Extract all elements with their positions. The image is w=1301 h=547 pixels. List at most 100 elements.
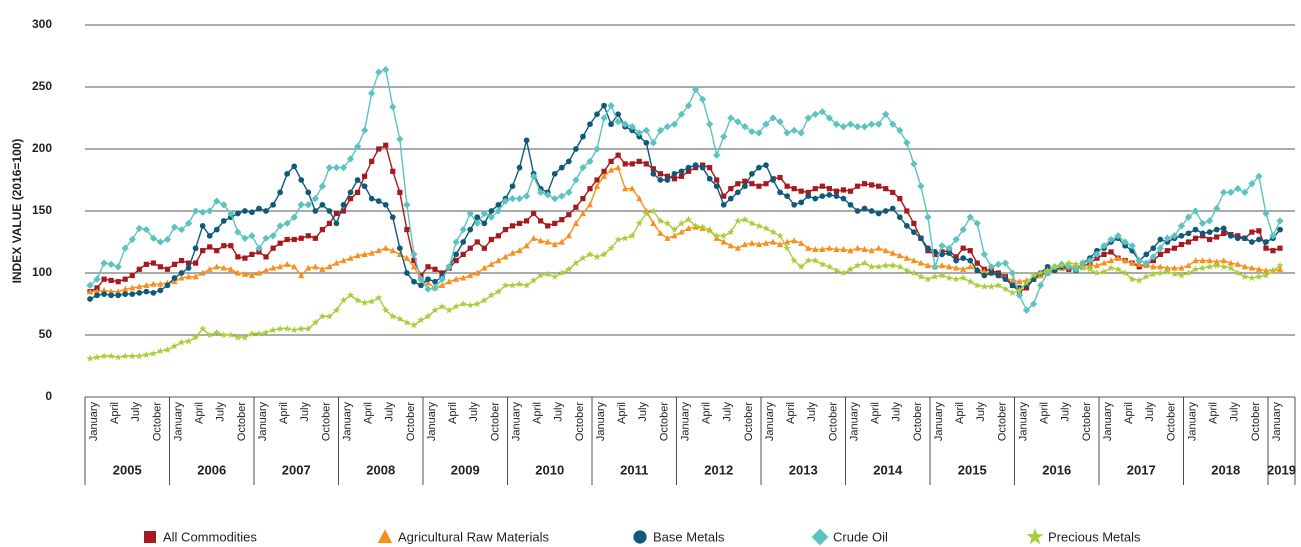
- data-point: [537, 237, 544, 244]
- data-point: [1009, 277, 1016, 284]
- data-point: [812, 186, 818, 192]
- data-point: [741, 241, 748, 248]
- data-point: [115, 279, 121, 285]
- data-point: [819, 193, 826, 199]
- data-point: [791, 186, 797, 192]
- data-point: [467, 272, 474, 279]
- data-point: [382, 66, 390, 74]
- data-point: [924, 262, 932, 269]
- data-point: [1015, 286, 1024, 294]
- series-line: [89, 68, 1281, 312]
- data-point: [277, 189, 283, 196]
- data-point: [1241, 272, 1249, 280]
- data-point: [530, 234, 537, 241]
- data-point: [558, 238, 565, 245]
- data-point: [234, 333, 242, 341]
- data-point: [770, 177, 776, 183]
- data-point: [459, 300, 467, 308]
- data-point: [925, 245, 931, 252]
- data-point: [1269, 266, 1277, 274]
- data-point: [636, 133, 643, 140]
- data-point: [1276, 265, 1284, 272]
- data-point: [762, 224, 770, 232]
- data-point: [1234, 185, 1242, 193]
- data-point: [157, 264, 164, 270]
- data-point: [191, 333, 200, 341]
- data-point: [234, 228, 242, 236]
- data-point: [480, 296, 489, 304]
- data-point: [248, 272, 256, 279]
- data-point: [135, 352, 143, 360]
- data-point: [628, 123, 636, 131]
- data-point: [642, 126, 650, 135]
- data-point: [748, 239, 756, 246]
- data-point: [650, 170, 657, 177]
- data-point: [1008, 269, 1017, 277]
- data-point: [305, 264, 312, 271]
- data-point: [122, 276, 128, 282]
- data-point: [390, 168, 396, 174]
- data-point: [192, 273, 199, 280]
- data-point: [889, 249, 896, 256]
- data-point: [495, 233, 502, 239]
- data-point: [1150, 258, 1156, 264]
- data-point: [439, 270, 445, 276]
- data-point: [100, 259, 108, 267]
- data-point: [136, 283, 143, 290]
- data-point: [558, 164, 565, 171]
- data-point: [488, 236, 494, 243]
- data-point: [460, 274, 467, 281]
- data-point: [910, 269, 918, 277]
- x-tick-label: April: [701, 402, 713, 424]
- data-point: [755, 221, 763, 230]
- data-point: [474, 214, 481, 221]
- data-point: [488, 208, 495, 214]
- data-point: [607, 166, 615, 173]
- x-tick-label: April: [278, 402, 290, 424]
- data-point: [86, 288, 94, 295]
- data-point: [495, 257, 502, 264]
- data-point: [650, 220, 657, 226]
- year-label: 2015: [958, 462, 987, 477]
- x-tick-label: October: [320, 402, 332, 441]
- x-tick-label: January: [510, 402, 522, 442]
- data-point: [1163, 234, 1172, 242]
- data-point: [375, 68, 383, 76]
- data-point: [558, 192, 566, 200]
- data-point: [1263, 245, 1269, 251]
- data-point: [213, 263, 220, 270]
- data-point: [94, 285, 100, 291]
- data-point: [587, 121, 593, 128]
- data-point: [263, 208, 269, 214]
- data-point: [1177, 271, 1186, 279]
- data-point: [1001, 259, 1010, 267]
- data-point: [734, 118, 742, 126]
- data-point: [615, 111, 621, 118]
- data-point: [1009, 282, 1016, 289]
- data-point: [1262, 209, 1270, 218]
- data-point: [368, 89, 376, 97]
- data-point: [263, 254, 269, 260]
- data-point: [93, 353, 101, 361]
- data-point: [262, 328, 270, 336]
- data-point: [994, 260, 1003, 268]
- data-point: [1008, 288, 1017, 296]
- data-point: [924, 213, 932, 221]
- data-point: [903, 223, 910, 229]
- data-point: [966, 213, 974, 221]
- data-point: [459, 225, 467, 234]
- data-point: [854, 208, 861, 214]
- data-point: [214, 248, 220, 254]
- data-point: [1086, 265, 1094, 273]
- legend-label: Precious Metals: [1048, 529, 1141, 544]
- data-point: [995, 272, 1002, 279]
- data-point: [1100, 242, 1108, 250]
- data-point: [832, 266, 841, 274]
- data-point: [354, 189, 361, 195]
- data-point: [847, 188, 854, 194]
- data-point: [1263, 239, 1269, 245]
- x-tick-label: January: [679, 402, 691, 442]
- data-point: [938, 262, 946, 269]
- x-tick-label: January: [1186, 402, 1198, 442]
- data-point: [136, 266, 142, 272]
